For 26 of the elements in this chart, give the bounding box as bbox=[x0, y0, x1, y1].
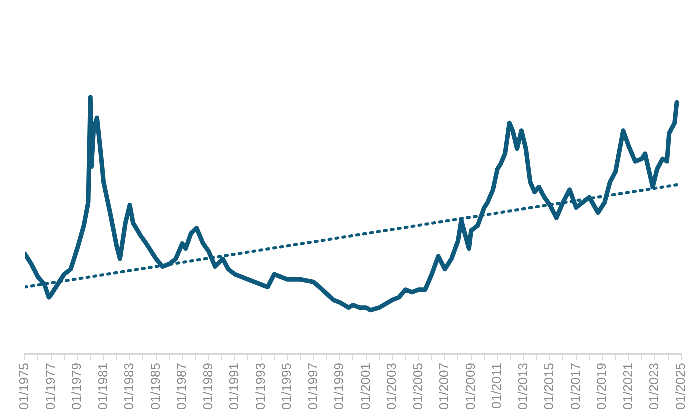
x-tick-label: 01/2017 bbox=[568, 363, 583, 410]
x-tick-label: 01/2013 bbox=[515, 363, 530, 410]
x-tick-label: 01/1985 bbox=[148, 363, 163, 410]
x-tick-label: 01/2019 bbox=[594, 363, 610, 410]
x-tick-label: 01/1989 bbox=[200, 363, 216, 410]
x-tick-label: 01/2003 bbox=[384, 363, 400, 410]
x-tick-label: 01/1999 bbox=[332, 363, 347, 410]
x-tick-label: 01/1977 bbox=[42, 363, 58, 410]
x-tick-label: 01/1983 bbox=[122, 363, 137, 410]
x-tick-label: 01/2015 bbox=[542, 363, 557, 410]
x-tick-label: 01/2011 bbox=[489, 363, 504, 410]
x-tick-label: 01/2005 bbox=[410, 363, 426, 410]
x-tick-label: 01/1981 bbox=[95, 363, 110, 410]
x-tick-label: 01/1991 bbox=[226, 363, 242, 410]
x-tick-label: 01/1995 bbox=[279, 363, 294, 410]
x-tick-label: 01/2021 bbox=[620, 363, 636, 410]
x-tick-label: 01/2025 bbox=[672, 363, 688, 410]
x-tick-label: 01/1987 bbox=[174, 363, 190, 410]
x-tick-label: 01/1993 bbox=[252, 363, 268, 410]
x-tick-label: 01/1979 bbox=[69, 363, 84, 410]
x-tick-label: 01/1997 bbox=[305, 363, 320, 410]
x-tick-label: 01/2007 bbox=[436, 363, 452, 410]
x-tick-label: 01/2023 bbox=[646, 363, 662, 410]
x-tick-label: 01/2009 bbox=[462, 363, 478, 410]
x-tick-label: 01/2001 bbox=[358, 363, 373, 410]
x-tick-label: 01/1975 bbox=[16, 363, 32, 410]
